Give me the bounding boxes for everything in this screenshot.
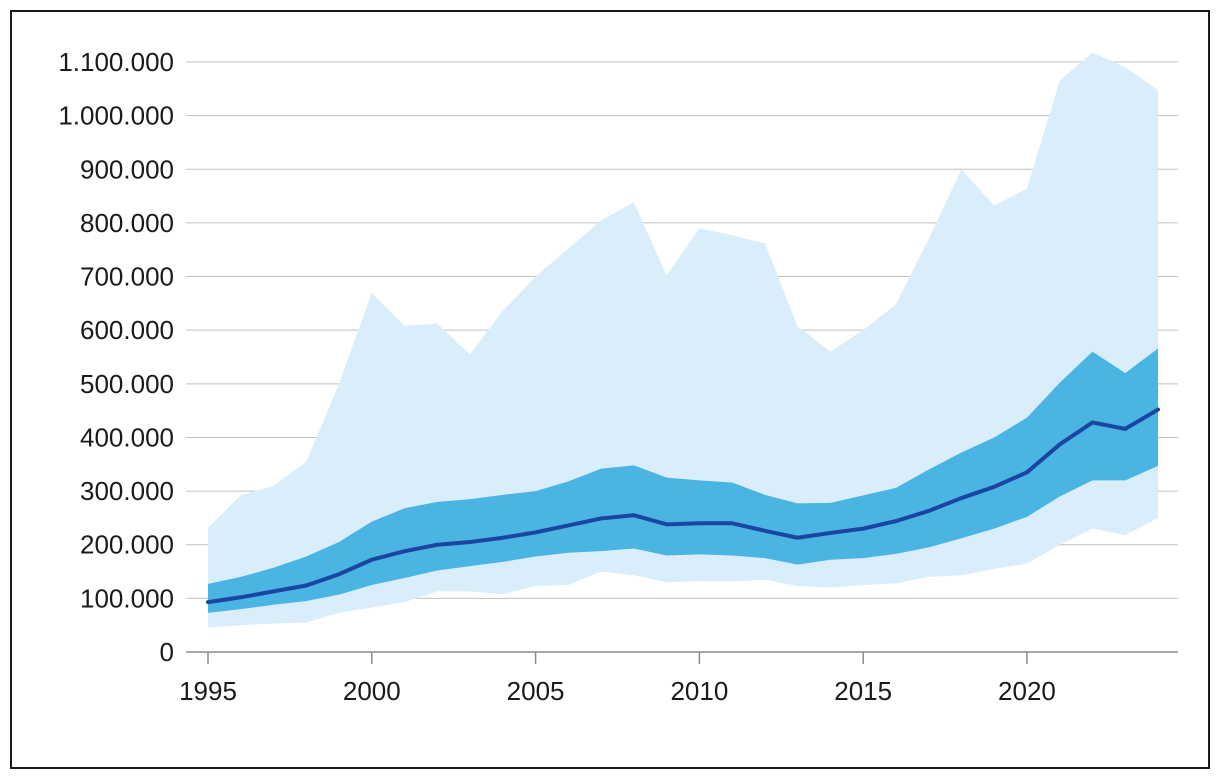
series-line: [206, 407, 1160, 605]
y-tick-label: 900.000: [80, 154, 174, 184]
y-tick-label: 500.000: [80, 369, 174, 399]
y-tick-label: 200.000: [80, 530, 174, 560]
inner-range-band: [208, 348, 1158, 613]
x-tick-label: 2005: [507, 676, 565, 706]
y-tick-label: 400.000: [80, 422, 174, 452]
x-tick-label: 1995: [179, 676, 237, 706]
x-tick-label: 2015: [834, 676, 892, 706]
series-lines: [206, 407, 1160, 605]
y-tick-label: 300.000: [80, 476, 174, 506]
y-tick-label: 100.000: [80, 583, 174, 613]
x-tick-label: 2000: [343, 676, 401, 706]
y-tick-label: 1.100.000: [58, 47, 174, 77]
y-tick-label: 0: [160, 637, 174, 667]
axes: [186, 651, 1178, 664]
y-tick-label: 700.000: [80, 262, 174, 292]
x-tick-label: 2010: [670, 676, 728, 706]
y-tick-label: 600.000: [80, 315, 174, 345]
x-tick-label: 2020: [998, 676, 1056, 706]
bands: [208, 52, 1158, 628]
y-tick-label: 800.000: [80, 208, 174, 238]
y-tick-label: 1.000.000: [58, 101, 174, 131]
tick-labels: 0 100.000 200.000 300.000 400.000 500.000 600.…: [58, 47, 1056, 706]
